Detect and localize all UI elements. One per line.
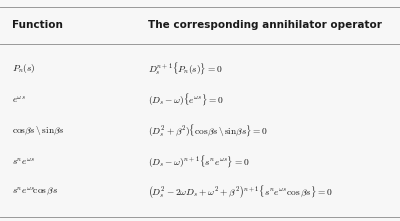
Text: $e^{\omega s}$: $e^{\omega s}$	[12, 94, 26, 105]
Text: $(D_s - \omega)^{n+1}\{s^n e^{\omega s}\} = 0$: $(D_s - \omega)^{n+1}\{s^n e^{\omega s}\…	[148, 154, 250, 169]
Text: $P_n(s)$: $P_n(s)$	[12, 62, 36, 75]
Text: $(D_s^2 + \beta^2)\{\cos\!\beta s\,\backslash\,\sin\!\beta s\} = 0$: $(D_s^2 + \beta^2)\{\cos\!\beta s\,\back…	[148, 122, 268, 138]
Text: $D_s^{n+1}\{P_n(s)\} = 0$: $D_s^{n+1}\{P_n(s)\} = 0$	[148, 61, 222, 76]
Text: $s^n e^{\omega s}\!\cos\beta s$: $s^n e^{\omega s}\!\cos\beta s$	[12, 186, 58, 198]
Text: The corresponding annihilator operator: The corresponding annihilator operator	[148, 20, 382, 30]
Text: $\cos\!\beta s\,\backslash\,\sin\!\beta s$: $\cos\!\beta s\,\backslash\,\sin\!\beta …	[12, 124, 65, 137]
Text: $s^n e^{\omega s}$: $s^n e^{\omega s}$	[12, 156, 35, 167]
Text: $\left(D_s^2 - 2\omega D_s + \omega^2 + \beta^2\right)^{n+1}\{s^n e^{\omega s}\c: $\left(D_s^2 - 2\omega D_s + \omega^2 + …	[148, 184, 333, 201]
Text: Function: Function	[12, 20, 63, 30]
Text: $(D_s - \omega)\{e^{\omega s}\} = 0$: $(D_s - \omega)\{e^{\omega s}\} = 0$	[148, 92, 224, 107]
